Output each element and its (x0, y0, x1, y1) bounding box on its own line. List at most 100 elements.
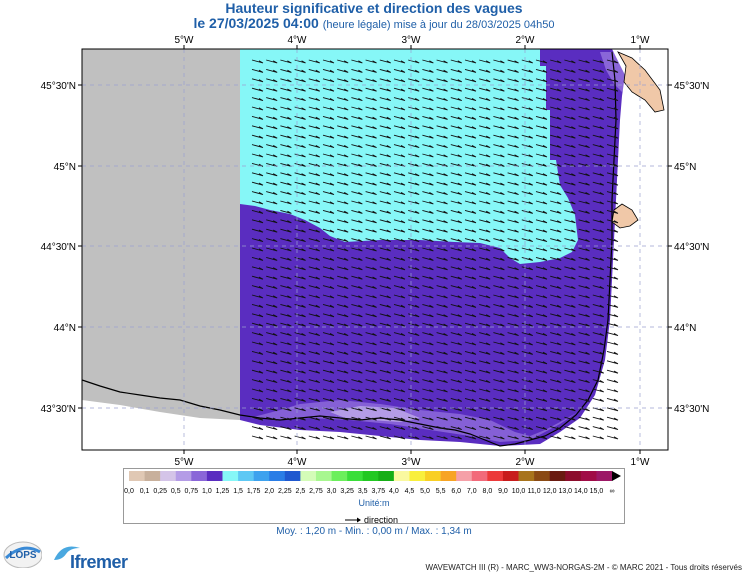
legend-value-label: 2,0 (264, 488, 274, 495)
direction-arrow (592, 144, 605, 149)
direction-arrow (379, 125, 392, 130)
legend-swatch (300, 471, 317, 481)
lat-label-left: 44°N (54, 323, 76, 334)
legend-value-label: 14,0 (574, 488, 588, 495)
direction-arrow (365, 256, 377, 261)
direction-arrow (550, 397, 562, 402)
direction-arrow (280, 172, 292, 177)
direction-arrow (592, 97, 605, 102)
direction-arrow (535, 294, 548, 299)
map-frame (81, 48, 669, 451)
direction-arrow (479, 115, 491, 120)
direction-arrow (294, 238, 306, 243)
direction-arrow (450, 59, 463, 64)
direction-arrow (422, 106, 434, 111)
direction-arrow (351, 416, 363, 421)
direction-arrow (251, 303, 264, 308)
map-subtitle: le 27/03/2025 04:00 (heure légale) mise … (0, 15, 748, 31)
direction-arrow (564, 397, 576, 402)
direction-arrow (564, 360, 576, 365)
direction-arrow (521, 144, 534, 149)
direction-arrow (606, 162, 619, 167)
direction-arrow (493, 379, 505, 384)
direction-arrow (507, 247, 519, 252)
direction-arrow (365, 228, 377, 233)
direction-arrow (393, 303, 406, 308)
direction-arrow (578, 379, 590, 384)
direction-arrow (578, 360, 590, 365)
direction-arrow (422, 200, 434, 205)
direction-arrow (351, 303, 363, 308)
direction-arrow (436, 416, 448, 421)
legend-swatch (129, 471, 145, 481)
legend-swatch (378, 471, 395, 481)
direction-arrow (479, 172, 491, 177)
direction-arrow (393, 426, 406, 431)
direction-arrow (365, 303, 377, 308)
direction-arrow (337, 247, 349, 252)
direction-arrow (507, 379, 519, 384)
direction-arrow (422, 181, 434, 186)
direction-arrow (365, 68, 377, 73)
direction-arrow (464, 313, 477, 318)
direction-arrow (280, 238, 292, 243)
direction-arrow (578, 153, 590, 158)
direction-arrow (564, 134, 576, 139)
direction-arrow (606, 115, 619, 120)
direction-arrow (535, 416, 548, 421)
legend-swatch (191, 471, 208, 481)
direction-arrow (322, 256, 335, 261)
direction-arrow (351, 332, 363, 337)
direction-arrow (564, 379, 576, 384)
direction-arrow (564, 369, 576, 374)
direction-arrow (351, 59, 363, 64)
direction-arrow (251, 266, 264, 271)
direction-arrow (521, 78, 534, 83)
direction-arrow (322, 322, 335, 327)
direction-arrow (294, 209, 306, 214)
legend-swatch (315, 471, 332, 481)
direction-arrow (564, 322, 576, 327)
direction-arrow (251, 397, 264, 402)
direction-arrow (550, 407, 562, 412)
direction-arrow (308, 172, 321, 177)
legend-value-label: 10,0 (512, 488, 526, 495)
direction-arrow (535, 303, 548, 308)
direction-arrow (393, 388, 406, 393)
direction-arrow (606, 238, 619, 243)
direction-arrow (337, 172, 349, 177)
direction-arrow (379, 228, 392, 233)
direction-arrow (393, 379, 406, 384)
direction-arrow (606, 435, 619, 440)
legend-value-label: 1,5 (233, 488, 243, 495)
direction-arrow (493, 228, 505, 233)
direction-arrow (393, 125, 406, 130)
legend-value-label: 3,25 (340, 488, 354, 495)
direction-arrow (266, 144, 278, 149)
direction-arrow (550, 332, 562, 337)
direction-arrow (422, 87, 434, 92)
direction-arrow (564, 426, 576, 431)
direction-arrow (294, 322, 306, 327)
direction-arrow (450, 228, 463, 233)
direction-arrow (351, 285, 363, 290)
direction-arrow (294, 97, 306, 102)
direction-arrow (308, 78, 321, 83)
legend-swatch (534, 471, 550, 481)
direction-arrow (592, 435, 605, 440)
direction-arrow (507, 360, 519, 365)
direction-arrow (393, 209, 406, 214)
direction-arrow (592, 125, 605, 130)
direction-arrow (535, 134, 548, 139)
direction-arrow (408, 388, 420, 393)
direction-arrow (535, 59, 548, 64)
direction-arrow (393, 247, 406, 252)
direction-arrow (408, 106, 420, 111)
direction-arrow (578, 313, 590, 318)
legend-swatch (347, 471, 364, 481)
direction-arrow (294, 313, 306, 318)
direction-arrow (322, 78, 335, 83)
direction-arrow (351, 388, 363, 393)
direction-arrow (266, 313, 278, 318)
direction-arrow (266, 209, 278, 214)
